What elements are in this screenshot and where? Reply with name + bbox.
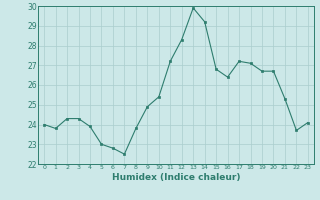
X-axis label: Humidex (Indice chaleur): Humidex (Indice chaleur) bbox=[112, 173, 240, 182]
